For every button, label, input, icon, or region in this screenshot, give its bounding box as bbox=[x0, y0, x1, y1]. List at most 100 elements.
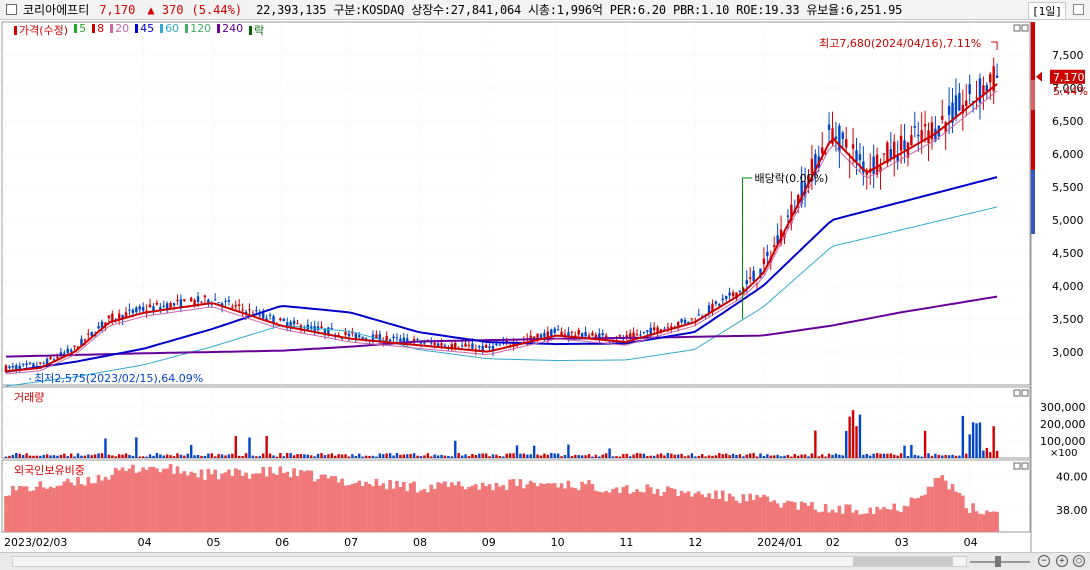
legend-ma60[interactable]: 60 bbox=[160, 22, 179, 38]
foreign-ratio-bar bbox=[810, 502, 814, 532]
stock-name[interactable]: 코리아에프티 bbox=[23, 3, 90, 17]
foreign-ratio-bar bbox=[672, 488, 677, 532]
volume-bar bbox=[879, 453, 882, 458]
foreign-ratio-bar bbox=[580, 481, 584, 532]
candle-body bbox=[323, 328, 327, 334]
legend-marker bbox=[92, 24, 96, 33]
panel-close-button bbox=[1021, 389, 1029, 397]
volume-bar bbox=[111, 455, 114, 458]
foreign-ratio-bar bbox=[820, 511, 825, 532]
candle-body bbox=[827, 124, 831, 130]
candle-body bbox=[327, 327, 330, 336]
foreign-ratio-bar bbox=[655, 488, 660, 532]
foreign-ratio-bar bbox=[635, 489, 639, 532]
volume-bar bbox=[618, 456, 622, 458]
candle-body bbox=[923, 124, 927, 127]
foreign-ratio-bar bbox=[686, 491, 691, 532]
legend-ma240[interactable]: 240 bbox=[217, 22, 243, 38]
foreign-ratio-bar bbox=[28, 491, 32, 532]
candle-body bbox=[814, 154, 817, 177]
volume-bar bbox=[601, 454, 604, 458]
foreign-ratio-bar bbox=[714, 490, 718, 532]
foreign-ratio-bar bbox=[487, 484, 492, 532]
legend-ma5[interactable]: 5 bbox=[74, 22, 86, 38]
volume-bar bbox=[910, 444, 913, 458]
foreign-ratio-bar bbox=[768, 501, 773, 532]
foreign-ratio-bar bbox=[24, 486, 29, 532]
zoom-slider-knob[interactable] bbox=[995, 556, 1001, 567]
candle-body bbox=[42, 363, 45, 365]
volume-bar bbox=[934, 453, 937, 458]
foreign-ratio-bar bbox=[17, 485, 22, 532]
zoom-in-icon[interactable]: + bbox=[1056, 555, 1068, 567]
period-selector[interactable]: [1일] bbox=[1028, 2, 1066, 20]
candle-body bbox=[539, 334, 543, 339]
stock-info-line: 22,393,135 구분:KOSDAQ 상장수:27,841,064 시총:1… bbox=[256, 3, 903, 17]
foreign-ratio-bar bbox=[227, 469, 231, 532]
volume-bar bbox=[217, 454, 220, 458]
foreign-ratio-bar bbox=[168, 464, 173, 532]
foreign-ratio-bar bbox=[532, 482, 536, 532]
candle-body bbox=[141, 306, 145, 311]
foreign-ratio-bar bbox=[275, 474, 279, 532]
volume-bar bbox=[810, 453, 814, 458]
volume-bar bbox=[93, 454, 97, 458]
foreign-ratio-bar bbox=[161, 468, 166, 532]
foreign-ratio-bar bbox=[52, 487, 56, 532]
legend-price[interactable]: 가격(수정) bbox=[14, 22, 68, 38]
foreign-ratio-bar bbox=[281, 473, 286, 532]
volume-bar bbox=[642, 453, 646, 458]
volume-bar bbox=[148, 454, 152, 458]
candle-body bbox=[402, 337, 406, 344]
candle-body bbox=[766, 251, 769, 257]
candle-body bbox=[351, 331, 354, 334]
volume-bar bbox=[635, 452, 639, 458]
candle-body bbox=[128, 309, 131, 311]
candle-body bbox=[286, 322, 289, 328]
scroll-thumb[interactable] bbox=[853, 557, 953, 566]
legend-ma120[interactable]: 120 bbox=[185, 22, 211, 38]
candle-body bbox=[406, 338, 409, 342]
stock-select-checkbox[interactable] bbox=[6, 4, 17, 15]
zoom-reset-icon[interactable]: ○ bbox=[1073, 555, 1085, 567]
volume-bar bbox=[923, 430, 927, 458]
candle-body bbox=[330, 328, 334, 330]
price-chart[interactable]: 3,000 3,500 4,000 4,500 5,000 5,500 6,000 6,500… bbox=[0, 20, 1090, 552]
foreign-ratio-bar bbox=[155, 468, 159, 532]
time-tick-label: 2023/02/03 bbox=[4, 536, 67, 549]
volume-bar bbox=[443, 455, 447, 458]
foreign-ratio-bar bbox=[384, 489, 389, 532]
volume-bar bbox=[594, 454, 598, 458]
candle-body bbox=[584, 332, 587, 337]
volume-bar bbox=[714, 455, 718, 458]
volume-bar bbox=[855, 426, 858, 458]
candle-body bbox=[148, 304, 152, 307]
foreign-ratio-bar bbox=[669, 487, 674, 532]
volume-bar bbox=[779, 456, 783, 458]
volume-bar bbox=[742, 456, 745, 458]
foreign-ratio-bar bbox=[888, 509, 893, 532]
volume-bar bbox=[567, 444, 570, 458]
volume-bar bbox=[388, 453, 392, 458]
foreign-ratio-bar bbox=[552, 483, 557, 532]
volume-bar bbox=[409, 454, 412, 458]
legend-ma45[interactable]: 45 bbox=[135, 22, 154, 38]
volume-bar bbox=[399, 454, 402, 458]
panel-menu-button[interactable] bbox=[1073, 4, 1084, 15]
zoom-out-icon[interactable]: − bbox=[1038, 555, 1050, 567]
volume-bar bbox=[649, 455, 652, 458]
legend-ma20[interactable]: 20 bbox=[110, 22, 129, 38]
legend-ma8[interactable]: 8 bbox=[92, 22, 104, 38]
volume-bar bbox=[207, 453, 210, 458]
price-tick-label: 6,500 bbox=[1052, 115, 1084, 128]
foreign-ratio-bar bbox=[329, 476, 334, 532]
volume-bar bbox=[886, 453, 889, 458]
foreign-ratio-bar bbox=[419, 490, 423, 532]
candle-body bbox=[169, 303, 172, 309]
candle-body bbox=[138, 306, 141, 310]
volume-bar bbox=[203, 455, 207, 458]
volume-bar bbox=[310, 455, 313, 458]
horizontal-scrollbar[interactable] bbox=[12, 556, 967, 567]
legend-dividend[interactable]: 락 bbox=[249, 22, 264, 38]
volume-bar bbox=[752, 453, 755, 458]
